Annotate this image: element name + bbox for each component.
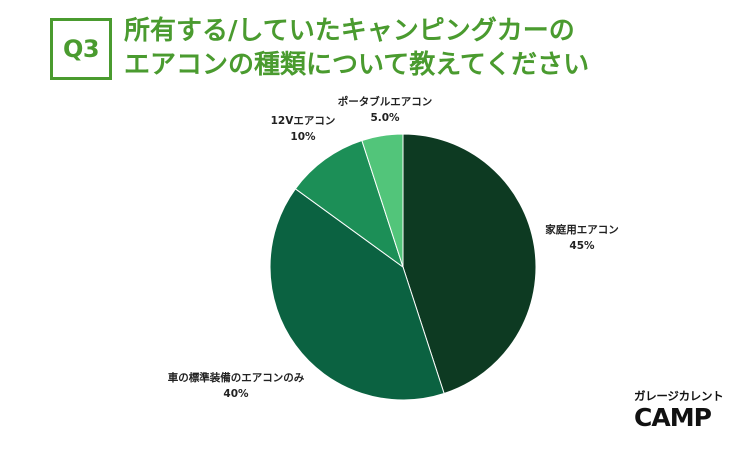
pie-slice [402,133,537,395]
slice-label: ポータブルエアコン [338,95,433,108]
slice-value-label: 5.0% [370,112,400,124]
chart-title: 所有する/していたキャンピングカーの エアコンの種類について教えてください [124,14,724,82]
pie-slice [269,188,445,401]
question-number: Q3 [62,35,100,63]
slice-label: 車の標準装備のエアコンのみ [168,371,305,384]
pie-slice [361,133,404,268]
slice-value-label: 10% [290,131,316,143]
slice-label: 家庭用エアコン [545,223,619,236]
logo-wordmark: CAMP [634,403,712,432]
slice-value-label: 45% [569,240,595,252]
question-badge: Q3 [50,18,112,80]
pie-slice [294,139,404,269]
logo-subtext: ガレージカレント [634,389,724,403]
title-line-2: エアコンの種類について教えてください [124,50,590,80]
brand-logo: ガレージカレント CAMP [634,388,739,440]
title-line-1: 所有する/していたキャンピングカーの [124,16,575,46]
slice-label: 12Vエアコン [271,115,336,127]
slice-value-label: 40% [223,388,249,400]
